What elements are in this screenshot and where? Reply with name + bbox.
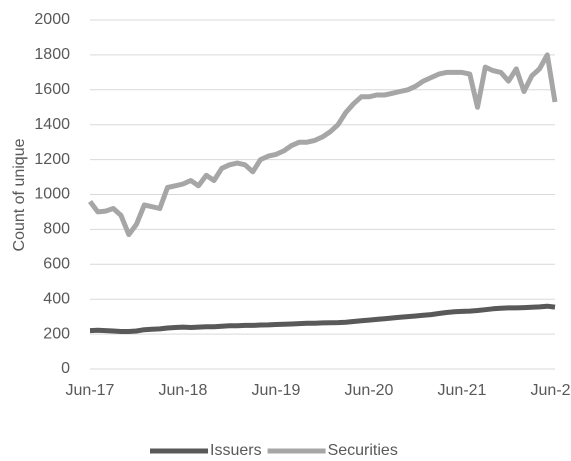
- x-tick-label: Jun-21: [438, 382, 487, 399]
- y-axis-label: Count of unique: [11, 138, 28, 251]
- y-tick-label: 200: [43, 325, 70, 342]
- y-tick-label: 1400: [34, 116, 70, 133]
- y-tick-label: 400: [43, 290, 70, 307]
- y-tick-label: 1000: [34, 186, 70, 203]
- y-tick-label: 600: [43, 256, 70, 273]
- x-tick-label: Jun-19: [252, 382, 301, 399]
- x-tick-label: Jun-17: [66, 382, 115, 399]
- series-line: [88, 52, 558, 238]
- legend-label: Securities: [328, 442, 398, 459]
- y-tick-label: 800: [43, 221, 70, 238]
- x-tick-label: Jun-22: [531, 382, 571, 399]
- x-tick-label: Jun-20: [345, 382, 394, 399]
- series-line: [89, 303, 556, 334]
- y-tick-label: 0: [61, 360, 70, 377]
- y-tick-label: 2000: [34, 11, 70, 28]
- y-tick-label: 1600: [34, 81, 70, 98]
- legend-label: Issuers: [210, 442, 262, 459]
- x-tick-label: Jun-18: [159, 382, 208, 399]
- y-tick-label: 1800: [34, 46, 70, 63]
- y-tick-label: 1200: [34, 151, 70, 168]
